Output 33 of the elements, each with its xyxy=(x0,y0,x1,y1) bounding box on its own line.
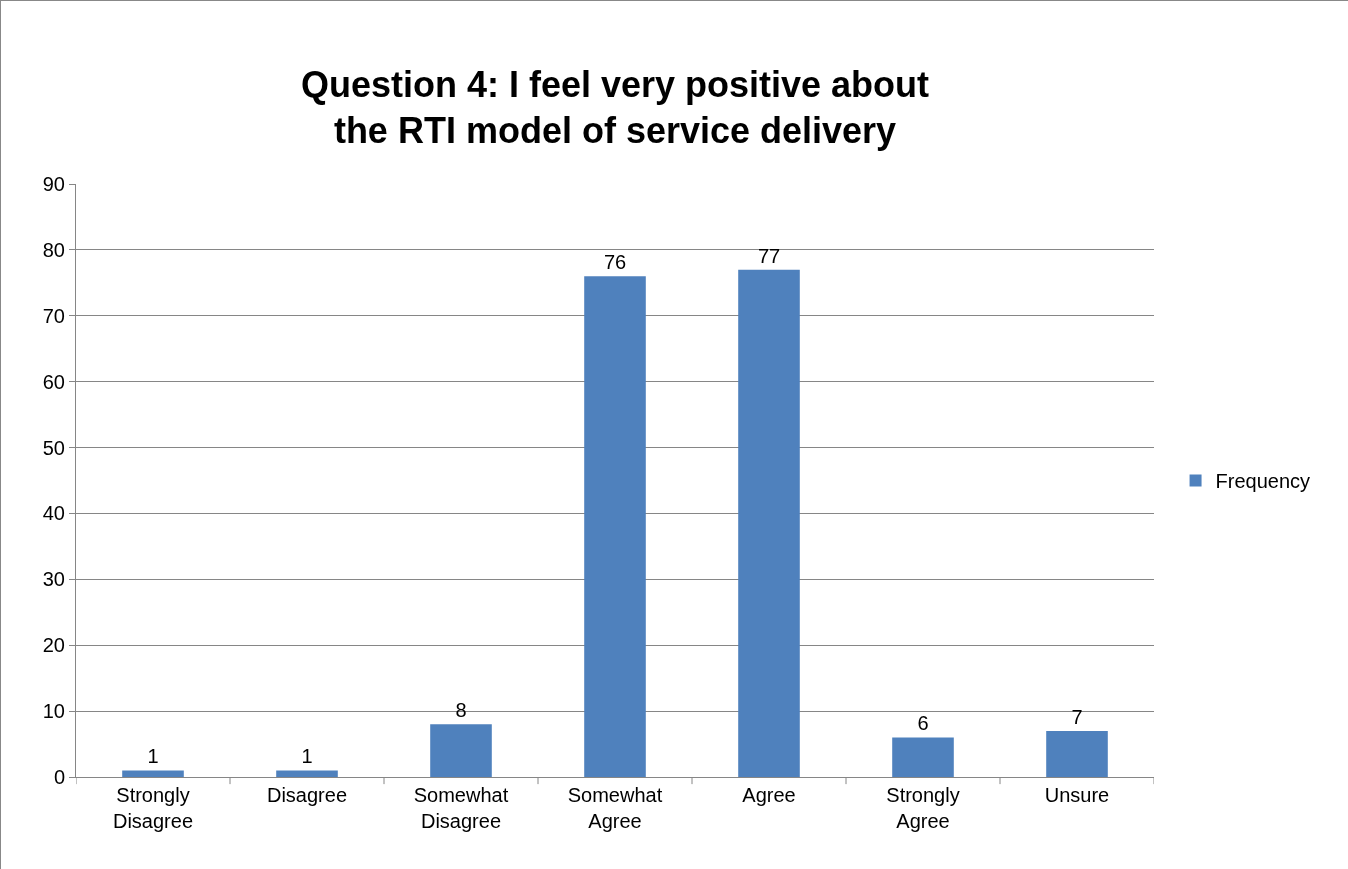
data-label: 76 xyxy=(603,251,627,274)
data-label: 8 xyxy=(455,699,467,722)
data-label: 1 xyxy=(301,745,313,768)
chart-title: Question 4: I feel very positive about the RTI model of service delivery xyxy=(300,63,930,152)
data-label: 1 xyxy=(147,745,159,768)
bar xyxy=(738,269,800,777)
y-tick-label: 80 xyxy=(42,238,65,261)
y-tick-label: 40 xyxy=(42,502,65,525)
y-tick-label: 60 xyxy=(42,370,65,393)
x-tick-label: Agree xyxy=(742,784,796,806)
x-tick-label: Somewhat Agree xyxy=(567,784,663,832)
y-tick-label: 50 xyxy=(42,436,65,459)
bar xyxy=(430,724,492,777)
y-tick-label: 90 xyxy=(42,173,65,195)
y-tick-label: 0 xyxy=(53,766,65,788)
bar xyxy=(892,737,954,777)
bar xyxy=(584,276,646,777)
x-tick-label: Unsure xyxy=(1044,784,1110,806)
data-label: 77 xyxy=(757,244,781,267)
bar xyxy=(1046,730,1108,777)
bar xyxy=(276,770,338,777)
y-tick-label: 10 xyxy=(42,700,65,723)
bar xyxy=(122,770,184,777)
y-tick-label: 70 xyxy=(42,304,65,327)
y-tick-label: 20 xyxy=(42,634,65,657)
legend-label: Frequency xyxy=(1215,470,1311,493)
x-tick-label: Somewhat Disagree xyxy=(413,784,509,832)
data-label: 7 xyxy=(1071,705,1083,728)
x-tick-label: Strongly Agree xyxy=(886,784,960,832)
x-tick-label: Disagree xyxy=(266,784,348,806)
y-tick-label: 30 xyxy=(42,568,65,591)
data-label: 6 xyxy=(917,712,929,735)
x-tick-label: Strongly Disagree xyxy=(112,784,194,832)
